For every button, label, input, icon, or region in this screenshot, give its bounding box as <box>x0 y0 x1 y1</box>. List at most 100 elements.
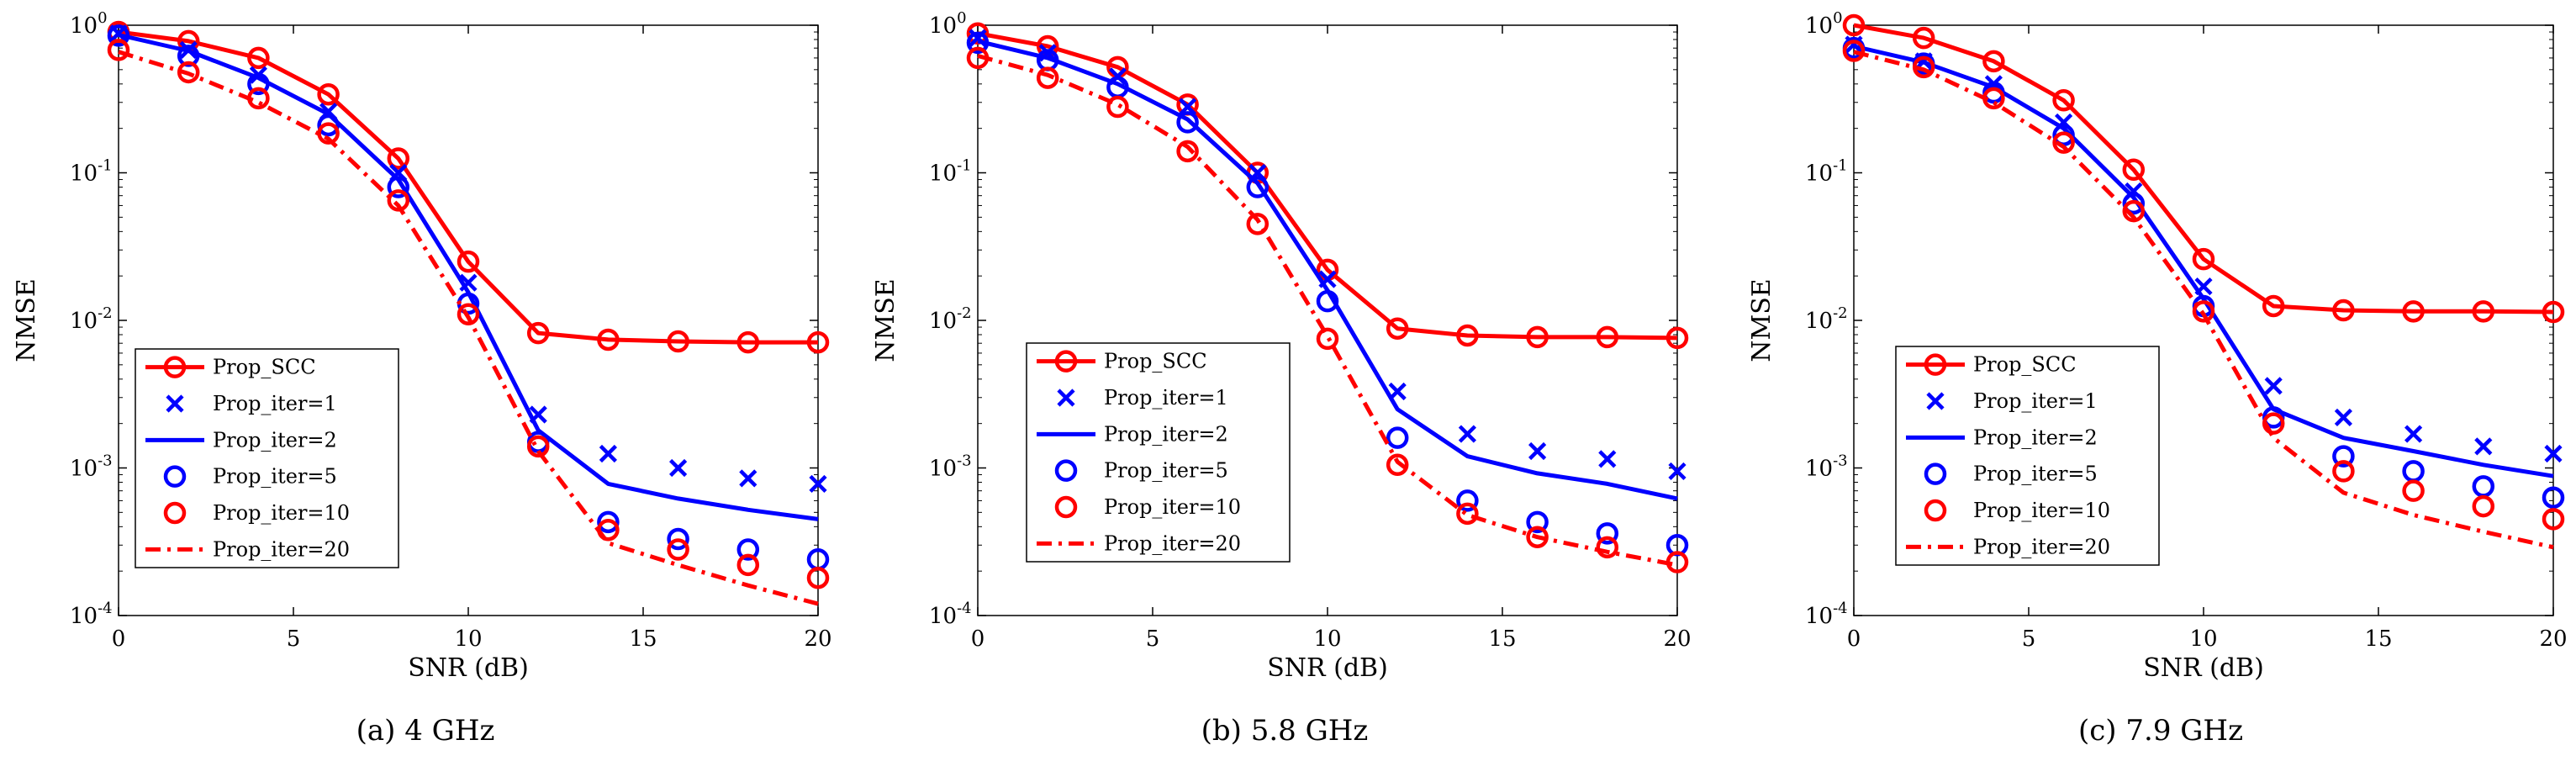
x-tick-label: 5 <box>2022 626 2036 652</box>
data-point-circle <box>1246 213 1270 235</box>
data-point-circle <box>597 328 620 351</box>
legend-label: Prop_iter=5 <box>213 465 337 489</box>
data-point-cross <box>2474 437 2493 456</box>
data-point-circle <box>2472 494 2495 518</box>
data-point-cross <box>2404 425 2423 443</box>
data-point-circle <box>2122 192 2146 215</box>
subfigure-caption: (a) 4 GHz <box>356 714 495 748</box>
series-4 <box>966 31 1689 557</box>
legend-box <box>1895 346 2160 566</box>
data-point-cross <box>1598 450 1617 468</box>
data-point-circle <box>317 114 340 137</box>
data-point-circle <box>107 24 130 47</box>
data-point-circle <box>667 527 689 551</box>
legend-entry: Prop_iter=1 <box>1057 386 1228 410</box>
data-point-circle <box>2542 486 2565 509</box>
legend-label: Prop_SCC <box>1104 350 1207 373</box>
legend-entry: Prop_SCC <box>1037 350 1207 373</box>
x-tick-label: 5 <box>287 626 301 652</box>
legend-entry: Prop_iter=20 <box>1037 531 1241 555</box>
data-point-circle <box>2052 89 2075 112</box>
data-point-circle <box>1316 327 1339 351</box>
y-tick-label: 10-2 <box>1805 304 1848 334</box>
legend-label: Prop_iter=1 <box>213 392 337 415</box>
series-line <box>977 31 1678 341</box>
series-3 <box>118 33 819 521</box>
series-line <box>118 50 819 606</box>
data-point-circle <box>1526 510 1549 534</box>
x-tick-label: 0 <box>971 626 985 652</box>
data-point-circle <box>1054 495 1078 519</box>
legend-label: Prop_iter=10 <box>1104 495 1241 519</box>
data-point-circle <box>597 510 620 534</box>
y-tick-label: 10-3 <box>1805 452 1848 482</box>
data-point-circle <box>1912 26 1935 50</box>
y-tick-label: 10-1 <box>1805 157 1848 187</box>
data-point-cross <box>1668 462 1687 481</box>
y-tick-label: 10-4 <box>929 600 972 629</box>
legend: Prop_SCC Prop_iter=1 Prop_iter=2 Prop_iter=… <box>1895 346 2160 566</box>
data-point-circle <box>1526 325 1549 349</box>
data-point-cross <box>2544 444 2563 463</box>
data-point-circle <box>387 176 410 198</box>
data-point-circle <box>387 189 410 212</box>
y-axis-label: NMSE <box>871 278 900 362</box>
data-point-circle <box>1456 502 1479 526</box>
legend-box <box>135 348 399 568</box>
y-tick-label: 10-4 <box>70 600 113 629</box>
data-point-cross <box>1926 392 1945 410</box>
series-3 <box>1853 44 2554 478</box>
y-tick-label: 10-2 <box>70 304 113 334</box>
data-point-circle <box>2542 300 2565 324</box>
data-point-circle <box>1596 325 1619 349</box>
subfigure-caption: (c) 7.9 GHz <box>2078 714 2243 748</box>
data-point-circle <box>736 330 760 354</box>
data-point-circle <box>163 465 187 488</box>
x-tick-label: 0 <box>112 626 126 652</box>
data-point-circle <box>736 553 760 577</box>
data-point-circle <box>1982 50 2005 73</box>
data-point-cross <box>1388 382 1407 401</box>
data-point-circle <box>2052 131 2075 154</box>
data-point-circle <box>2402 479 2425 502</box>
data-point-circle <box>667 330 689 353</box>
legend-entry: Prop_SCC <box>145 356 316 379</box>
data-point-circle <box>1456 324 1479 347</box>
data-point-circle <box>2122 158 2146 182</box>
data-point-circle <box>1106 95 1129 119</box>
y-tick-label: 10-3 <box>929 452 972 482</box>
x-tick-label: 15 <box>2364 626 2392 652</box>
data-point-cross <box>1458 425 1476 443</box>
data-point-circle <box>1386 453 1409 477</box>
legend-entry: Prop_iter=20 <box>145 537 350 561</box>
data-point-circle <box>457 303 480 325</box>
series-line <box>1853 44 2554 478</box>
data-point-circle <box>2192 300 2215 323</box>
data-point-circle <box>2542 508 2565 531</box>
data-point-circle <box>1316 289 1339 313</box>
data-point-circle <box>1924 462 1947 485</box>
subplot-1: 0 5 10 15 20 100 10-1 10-2 10-3 10-4 SNR (dB) NMSE P… <box>12 9 832 748</box>
y-tick-label: 10-4 <box>1805 600 1848 629</box>
series-line <box>1853 50 2554 550</box>
legend-entry: Prop_iter=10 <box>163 501 350 525</box>
x-tick-label: 10 <box>454 626 482 652</box>
data-point-circle <box>1386 317 1409 340</box>
data-point-circle <box>2192 247 2215 271</box>
subfigure-caption: (b) 5.8 GHz <box>1201 714 1369 748</box>
data-point-circle <box>2402 300 2425 323</box>
legend-label: Prop_iter=5 <box>1104 459 1228 483</box>
y-tick-label: 10-3 <box>70 452 113 482</box>
data-point-circle <box>1912 55 1935 79</box>
data-point-circle <box>247 46 270 70</box>
legend-entry: Prop_SCC <box>1906 353 2077 377</box>
data-point-circle <box>667 538 689 561</box>
data-point-circle <box>1596 536 1619 559</box>
data-point-circle <box>2472 300 2495 323</box>
data-point-circle <box>1386 426 1409 449</box>
x-axis-label: SNR (dB) <box>2143 653 2264 683</box>
legend-entry: Prop_iter=1 <box>166 392 337 415</box>
y-tick-label: 10-2 <box>929 304 972 334</box>
x-tick-label: 15 <box>629 626 657 652</box>
